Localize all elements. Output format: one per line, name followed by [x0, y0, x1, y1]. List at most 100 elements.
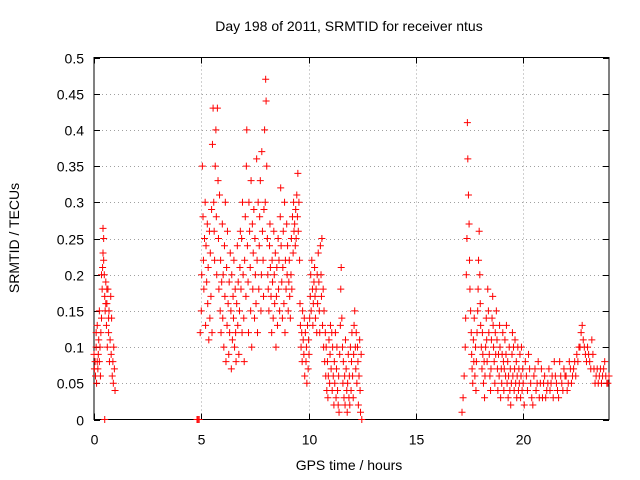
data-point: [492, 307, 500, 315]
data-point: [208, 140, 216, 148]
data-point: [204, 300, 212, 308]
data-point: [268, 329, 276, 337]
data-point: [349, 372, 357, 380]
data-point: [262, 97, 270, 105]
data-point: [331, 379, 339, 387]
y-tick-label: 0.1: [65, 340, 85, 356]
data-point: [285, 256, 293, 264]
data-point: [229, 314, 237, 322]
data-point: [517, 394, 525, 402]
data-point: [502, 350, 510, 358]
data-point: [202, 242, 210, 250]
data-point: [511, 336, 519, 344]
grid-lines: [94, 57, 609, 420]
data-point: [111, 387, 119, 395]
data-point: [225, 278, 233, 286]
data-point: [458, 408, 466, 416]
data-point: [101, 416, 109, 423]
data-point: [528, 394, 536, 402]
data-point: [493, 336, 501, 344]
data-point: [199, 213, 207, 221]
data-point: [256, 177, 264, 185]
data-point: [103, 285, 111, 293]
data-point: [593, 365, 601, 373]
data-point: [589, 350, 597, 358]
data-point: [264, 271, 272, 279]
data-point: [287, 271, 295, 279]
data-point: [481, 394, 489, 402]
data-point: [211, 162, 219, 170]
data-point: [604, 379, 612, 387]
data-point: [309, 321, 317, 329]
data-point: [196, 329, 204, 337]
data-point: [291, 242, 299, 250]
data-point: [541, 372, 549, 380]
data-point: [208, 206, 216, 214]
data-point: [274, 235, 282, 242]
data-point: [95, 307, 103, 315]
data-point: [245, 198, 253, 206]
data-point: [499, 329, 507, 337]
data-point: [597, 379, 605, 387]
data-point: [263, 162, 271, 170]
data-point: [546, 387, 554, 395]
data-point: [350, 321, 358, 329]
data-point: [315, 278, 323, 286]
data-point: [107, 292, 115, 300]
x-tick-label: 15: [409, 432, 425, 448]
data-point: [254, 198, 262, 206]
data-point: [325, 336, 333, 344]
data-point: [95, 336, 103, 344]
chart-title: Day 198 of 2011, SRMTID for receiver ntu…: [215, 18, 482, 34]
data-point: [293, 213, 301, 221]
data-point: [330, 358, 338, 366]
data-point: [277, 242, 285, 250]
data-point: [474, 307, 482, 315]
data-point: [214, 235, 222, 242]
data-point: [591, 379, 599, 387]
data-point: [286, 314, 294, 322]
y-tick-label: 0: [76, 413, 84, 429]
data-point: [242, 162, 250, 170]
data-point: [238, 198, 246, 206]
data-point: [107, 350, 115, 358]
data-point: [291, 220, 299, 228]
data-point: [105, 314, 113, 322]
data-point: [232, 329, 240, 337]
data-point: [279, 263, 287, 271]
data-point: [262, 75, 270, 83]
data-point: [251, 271, 259, 279]
data-point: [476, 271, 484, 279]
data-point: [201, 235, 209, 242]
data-point: [461, 343, 469, 351]
data-point: [501, 336, 509, 344]
data-point: [289, 249, 297, 257]
data-point: [462, 314, 470, 322]
x-tick-label: 20: [516, 432, 532, 448]
data-point: [261, 126, 269, 134]
data-point: [532, 387, 540, 395]
data-point: [508, 350, 516, 358]
data-point: [237, 285, 245, 293]
data-point: [252, 300, 260, 308]
data-point: [316, 242, 324, 250]
data-point: [312, 285, 320, 293]
data-point: [269, 314, 277, 322]
data-point: [109, 379, 117, 387]
data-point: [235, 307, 243, 315]
data-point: [357, 408, 365, 416]
data-point: [321, 329, 329, 337]
data-point: [353, 379, 361, 387]
data-point: [555, 394, 563, 402]
data-point: [472, 387, 480, 395]
data-point: [486, 372, 494, 380]
data-point: [270, 227, 278, 235]
data-point: [512, 358, 520, 366]
data-point: [469, 379, 477, 387]
y-tick-label: 0.3: [65, 195, 85, 211]
data-point: [334, 401, 342, 409]
data-point: [260, 206, 268, 214]
data-point: [314, 300, 322, 308]
data-point: [342, 365, 350, 373]
data-point: [563, 387, 571, 395]
